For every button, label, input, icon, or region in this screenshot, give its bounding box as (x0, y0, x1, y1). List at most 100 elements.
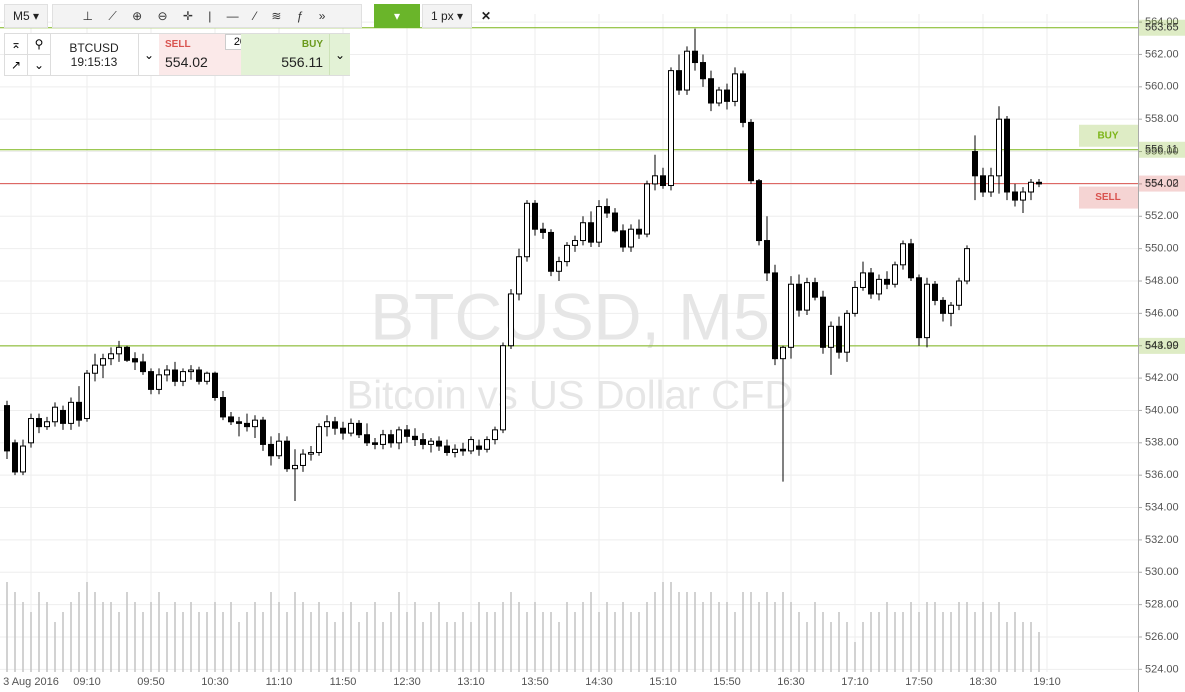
volume-bar (630, 612, 632, 672)
buy-menu[interactable]: ⌄ (329, 34, 350, 75)
candle-body (148, 371, 154, 390)
volume-bar (774, 602, 776, 672)
candle-body (292, 464, 298, 470)
candle-body (572, 240, 578, 246)
candle-body (972, 151, 978, 177)
volume-bar (622, 602, 624, 672)
candle-body (788, 283, 794, 348)
volume-bar (166, 612, 168, 672)
x-tick-label: 09:10 (73, 676, 101, 688)
candle-body (44, 421, 50, 428)
candle-body (860, 272, 866, 288)
candle-body (660, 175, 666, 187)
volume-bar (222, 612, 224, 672)
x-tick-label: 19:10 (1033, 676, 1061, 688)
close-button[interactable]: ✕ (480, 9, 492, 23)
candle-body (348, 422, 354, 434)
candle-body (316, 426, 322, 454)
candle-body (268, 443, 274, 457)
candle-body (1028, 181, 1034, 193)
collapse-button[interactable]: ⌅ (5, 34, 28, 55)
candle-body (12, 442, 18, 473)
x-tick-label: 12:30 (393, 676, 421, 688)
candle-body (748, 121, 754, 182)
menu-button[interactable]: ⌄ (28, 55, 51, 75)
level-price-box (1139, 141, 1185, 158)
candle-body (716, 89, 722, 104)
candle-body (180, 371, 186, 382)
candle-body (604, 206, 610, 214)
candle-body (948, 304, 954, 314)
candle-body (796, 283, 802, 311)
axis-panel (1138, 0, 1185, 692)
candle-body (156, 374, 162, 390)
candle-body (324, 421, 330, 428)
volume-bar (1030, 622, 1032, 672)
candle-body (876, 278, 882, 295)
width-select[interactable]: 1 px ▾ (422, 4, 472, 28)
candle-body (516, 256, 522, 295)
volume-bar (886, 602, 888, 672)
watermark-subtitle: Bitcoin vs US Dollar CFD (347, 374, 794, 418)
x-tick-label: 3 Aug 2016 (3, 676, 59, 688)
candle-body (780, 346, 786, 360)
candle-body (372, 442, 378, 445)
x-tick-label: 17:50 (905, 676, 933, 688)
volume-bar (718, 602, 720, 672)
y-tick-label: 560.00 (1145, 81, 1179, 93)
candle-body (700, 62, 706, 80)
volume-bar (14, 592, 16, 672)
sell-menu[interactable]: ⌄ (138, 34, 159, 75)
buy-button[interactable]: BUY 556.11 (241, 34, 329, 75)
y-tick-label: 546.00 (1145, 307, 1179, 319)
level-price-box (1139, 337, 1185, 354)
y-tick-label: 550.00 (1145, 243, 1179, 255)
volume-bar (294, 592, 296, 672)
candle-body (964, 248, 970, 282)
x-tick-label: 11:10 (266, 676, 293, 688)
volume-bar (366, 612, 368, 672)
candle-body (420, 439, 426, 445)
candle-body (956, 280, 962, 306)
color-select[interactable]: ▾ (374, 4, 420, 28)
level-price-box (1139, 19, 1185, 36)
open-button[interactable]: ↗ (5, 55, 28, 75)
volume-bar (406, 612, 408, 672)
volume-bar (150, 602, 152, 672)
level-price-box (1139, 175, 1185, 192)
x-tick-label: 13:10 (457, 676, 485, 688)
volume-bar (950, 612, 952, 672)
volume-bar (670, 582, 672, 672)
volume-bar (918, 612, 920, 672)
search-button[interactable]: ⚲ (28, 34, 51, 55)
candle-body (20, 445, 26, 473)
timeframe-select[interactable]: M5 ▾ (4, 4, 48, 28)
drawing-tools[interactable]: ⊥ ⟋ ⊕ ⊖ ✛ | — ⁄ ≋ ƒ » (52, 4, 362, 28)
y-tick-label: 528.00 (1145, 599, 1179, 611)
candle-body (892, 264, 898, 285)
volume-bar (598, 612, 600, 672)
volume-bar (190, 602, 192, 672)
candle-body (980, 175, 986, 193)
volume-bar (478, 602, 480, 672)
candle-body (684, 50, 690, 91)
candle-body (996, 118, 1002, 177)
volume-bar (30, 612, 32, 672)
y-tick-label: 548.00 (1145, 275, 1179, 287)
candle-body (172, 369, 178, 382)
volume-bar (894, 612, 896, 672)
candle-body (828, 325, 834, 348)
candle-body (532, 202, 538, 230)
x-tick-label: 11:50 (330, 676, 357, 688)
volume-bar (966, 602, 968, 672)
candle-body (924, 283, 930, 339)
volume-bar (38, 592, 40, 672)
candle-body (612, 212, 618, 232)
volume-bar (702, 602, 704, 672)
candle-body (1020, 191, 1026, 201)
volume-bar (382, 622, 384, 672)
volume-bar (302, 602, 304, 672)
volume-bar (638, 612, 640, 672)
